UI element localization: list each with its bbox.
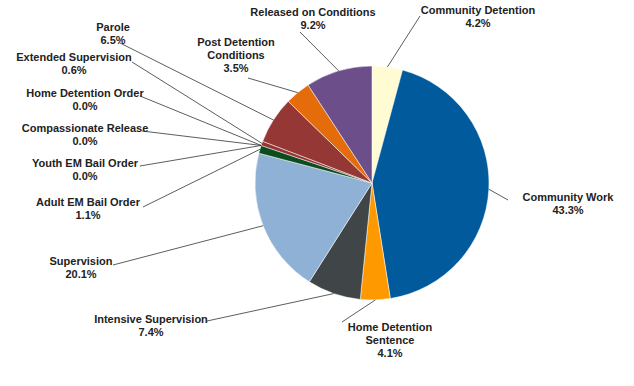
svg-text:Compassionate Release0.0%: Compassionate Release0.0% [22, 122, 149, 147]
svg-text:Parole6.5%: Parole6.5% [96, 21, 130, 46]
svg-text:Home DetentionSentence4.1%: Home DetentionSentence4.1% [348, 321, 433, 359]
svg-text:Community Work43.3%: Community Work43.3% [523, 191, 615, 216]
svg-text:Youth EM Bail Order0.0%: Youth EM Bail Order0.0% [32, 157, 139, 182]
svg-text:Community Detention4.2%: Community Detention4.2% [421, 4, 536, 29]
svg-text:Intensive Supervision7.4%: Intensive Supervision7.4% [94, 313, 208, 338]
svg-text:Adult EM Bail Order1.1%: Adult EM Bail Order1.1% [36, 196, 141, 221]
svg-text:Supervision20.1%: Supervision20.1% [50, 255, 113, 280]
svg-text:Home Detention Order0.0%: Home Detention Order0.0% [26, 87, 144, 112]
svg-text:Extended Supervision0.6%: Extended Supervision0.6% [16, 51, 132, 76]
svg-text:Post DetentionConditions3.5%: Post DetentionConditions3.5% [197, 36, 275, 74]
svg-text:Released on Conditions9.2%: Released on Conditions9.2% [250, 6, 375, 31]
